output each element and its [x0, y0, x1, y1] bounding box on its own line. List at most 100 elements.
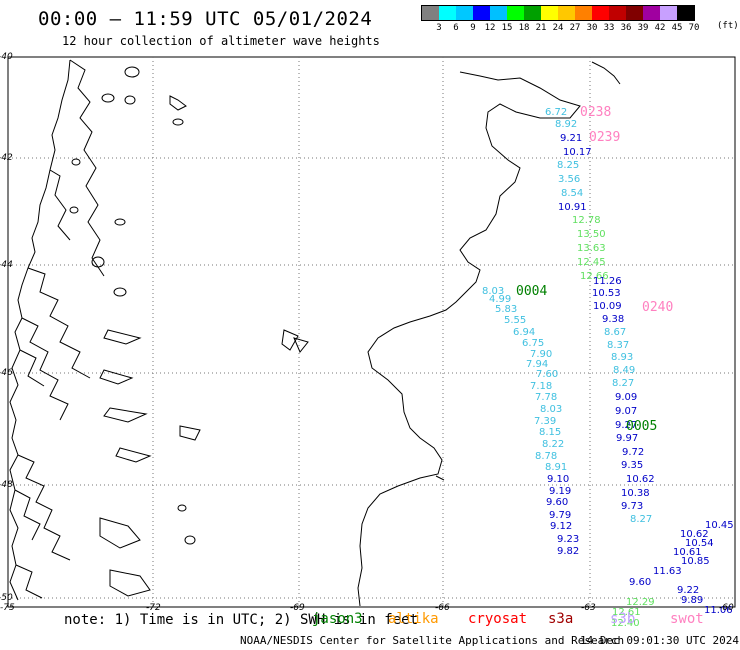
wave-height-label: 7.78: [535, 392, 557, 403]
track-label-0240: 0240: [642, 300, 673, 315]
legend-label: 3: [436, 23, 442, 33]
legend-label: 36: [620, 23, 632, 33]
wave-height-label: 11.63: [653, 566, 682, 577]
wave-height-label: 8.22: [542, 439, 564, 450]
legend-label: 70: [688, 23, 700, 33]
wave-height-label: 10.62: [626, 474, 655, 485]
wave-height-label: 8.03: [482, 286, 504, 297]
satellite-altika: altika: [388, 611, 439, 627]
track-label-0238: 0238: [580, 105, 611, 120]
wave-height-label: 3.56: [558, 174, 580, 185]
wave-height-label: 12.66: [580, 271, 609, 282]
wave-height-label: 7.94: [526, 359, 548, 370]
wave-height-label: 4.99: [489, 294, 511, 305]
legend-label: 30: [586, 23, 598, 33]
wave-height-label: 9.12: [550, 521, 572, 532]
wave-height-label: 12.29: [626, 597, 655, 608]
satellite-s3b: s3b: [610, 611, 636, 627]
wave-height-label: 9.09: [615, 392, 637, 403]
legend-label: 21: [535, 23, 547, 33]
legend-swatch: [456, 6, 473, 20]
wave-height-label: 8.15: [539, 427, 561, 438]
lon-label-69: -69: [290, 603, 305, 613]
map-frame: [7, 56, 736, 608]
legend-label: 24: [552, 23, 564, 33]
legend-label: 18: [518, 23, 530, 33]
legend-swatch: [558, 6, 575, 20]
lat-label-48: -48: [0, 480, 13, 490]
satellite-cryosat: cryosat: [468, 611, 528, 627]
legend-label: 33: [603, 23, 615, 33]
wave-height-label: 9.27: [615, 420, 637, 431]
lat-label-50: -50: [0, 593, 13, 603]
wave-height-label: 10.45: [705, 520, 734, 531]
wave-height-label: 9.21: [560, 133, 582, 144]
legend-swatch: [677, 6, 694, 20]
wave-height-label: 9.82: [557, 546, 579, 557]
generated-timestamp: 14 Dec 09:01:30 UTC 2024: [580, 634, 739, 647]
wave-height-label: 9.07: [615, 406, 637, 417]
wave-height-label: 12.40: [611, 618, 640, 629]
lon-label-60: -60: [719, 603, 734, 613]
footer-note: note: 1) Time is in UTC; 2) SWH is in fe…: [64, 612, 419, 628]
wave-height-label: 9.89: [681, 595, 703, 606]
wave-height-label: 11.26: [593, 276, 622, 287]
wave-height-label: 12.78: [572, 215, 601, 226]
map-title: 00:00 – 11:59 UTC 05/01/2024: [38, 8, 373, 30]
lon-label-63: -63: [581, 603, 596, 613]
wave-height-label: 10.54: [685, 538, 714, 549]
wave-height-label: 9.60: [629, 577, 651, 588]
wave-height-label: 8.49: [613, 365, 635, 376]
map-subtitle: 12 hour collection of altimeter wave hei…: [62, 34, 380, 48]
legend-swatch: [660, 6, 677, 20]
credit-text: NOAA/NESDIS Center for Satellite Applica…: [240, 634, 625, 647]
wave-height-label: 9.60: [546, 497, 568, 508]
legend-swatch: [507, 6, 524, 20]
legend-label: 42: [654, 23, 666, 33]
wave-height-label: 8.27: [612, 378, 634, 389]
wave-height-label: 9.97: [616, 433, 638, 444]
wave-height-label: 9.79: [549, 510, 571, 521]
wave-height-label: 7.60: [536, 369, 558, 380]
legend-label: 9: [470, 23, 476, 33]
legend-swatch: [473, 6, 490, 20]
wave-height-label: 10.53: [592, 288, 621, 299]
wave-height-label: 9.19: [549, 486, 571, 497]
satellite-swot: swot: [670, 611, 704, 627]
lat-label-44: -44: [0, 260, 13, 270]
wave-height-label: 8.78: [535, 451, 557, 462]
legend-swatch: [592, 6, 609, 20]
legend-label: 6: [453, 23, 459, 33]
legend-swatch: [626, 6, 643, 20]
lat-label-42: -42: [0, 153, 13, 163]
wave-height-label: 12.61: [612, 607, 641, 618]
legend-label: 15: [501, 23, 513, 33]
legend-swatch: [541, 6, 558, 20]
lon-label-72: -72: [146, 603, 161, 613]
satellite-jason3: jason3: [312, 611, 363, 627]
legend-label: 12: [484, 23, 496, 33]
wave-height-label: 9.73: [621, 501, 643, 512]
wave-height-label: 8.67: [604, 327, 626, 338]
legend-swatch: [422, 6, 439, 20]
wave-height-label: 10.62: [680, 529, 709, 540]
legend-swatch: [439, 6, 456, 20]
wave-height-label: 6.72: [545, 107, 567, 118]
wave-height-label: 13.50: [577, 229, 606, 240]
legend-label: 45: [671, 23, 683, 33]
track-label-0239: 0239: [589, 130, 620, 145]
legend-label: 39: [637, 23, 649, 33]
legend-label: 27: [569, 23, 581, 33]
track-label-0004: 0004: [516, 284, 547, 299]
wave-height-label: 9.23: [557, 534, 579, 545]
legend-swatch: [609, 6, 626, 20]
legend-swatch: [490, 6, 507, 20]
legend-swatch: [643, 6, 660, 20]
wave-height-label: 9.38: [602, 314, 624, 325]
satellite-s3a: s3a: [548, 611, 574, 627]
wave-height-label: 6.94: [513, 327, 535, 338]
legend-swatch: [524, 6, 541, 20]
lon-label-75: -75: [0, 603, 15, 613]
wave-height-label: 8.25: [557, 160, 579, 171]
track-layer: 0238 6.728.92 9.21 10.17 8.25 3.56 8.54 10.91 12…: [482, 105, 734, 629]
